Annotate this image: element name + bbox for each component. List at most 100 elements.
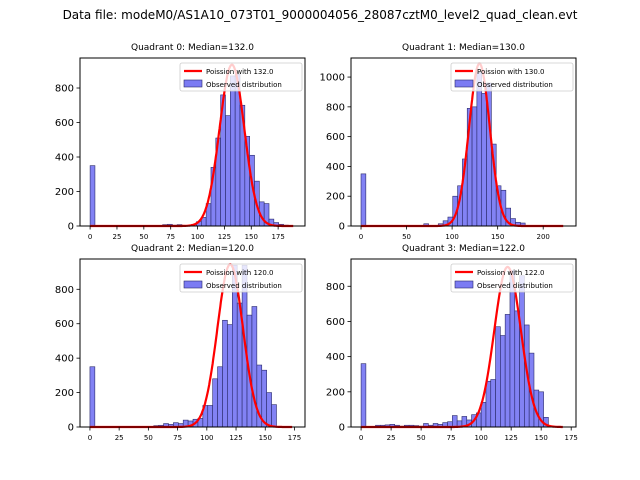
subplot-title: Quadrant 3: Median=122.0 [402, 244, 525, 254]
x-tick-label: 150 [534, 434, 547, 442]
y-tick-label: 200 [55, 187, 74, 198]
x-tick-label: 100 [191, 233, 204, 241]
y-tick-label: 200 [55, 388, 74, 399]
subplot-quadrant-3: Quadrant 3: Median=122.0 0 200 400 600 800 0 25… [326, 244, 578, 442]
x-tick-label: 75 [166, 233, 175, 241]
y-tick-label: 600 [55, 319, 74, 330]
y-tick-label: 0 [339, 222, 345, 233]
legend-label-observed: Observed distribution [206, 81, 282, 89]
histogram-bar [225, 115, 231, 227]
histogram-bar [500, 335, 506, 428]
legend-label-observed: Observed distribution [206, 282, 282, 290]
histogram-bar [207, 405, 213, 428]
y-tick-label: 400 [326, 352, 345, 363]
y-tick-label: 800 [326, 102, 345, 113]
histogram-bar [360, 363, 367, 428]
histogram-bar [89, 366, 96, 428]
y-tick-label: 0 [68, 222, 74, 233]
figure-suptitle: Data file: modeM0/AS1A10_073T01_90000040… [62, 8, 578, 22]
histogram-bar [217, 366, 223, 428]
x-tick-label: 100 [200, 434, 213, 442]
y-tick-label: 400 [55, 153, 74, 164]
histogram-bar [360, 173, 367, 227]
x-tick-label: 0 [88, 434, 92, 442]
subplot-quadrant-0: Quadrant 0: Median=132.0 0 200 400 600 800 0 25… [55, 43, 306, 241]
legend-label-poisson: Poission with 120.0 [206, 269, 274, 277]
histogram-bar [89, 165, 96, 227]
legend-box [450, 62, 574, 92]
subplot-title: Quadrant 1: Median=130.0 [402, 43, 525, 53]
x-tick-label: 100 [474, 434, 487, 442]
histogram-bar [452, 415, 458, 428]
legend-label-observed: Observed distribution [477, 81, 553, 89]
y-tick-label: 200 [326, 387, 345, 398]
y-tick-label: 800 [55, 285, 74, 296]
histogram-bar [509, 270, 516, 428]
x-tick-label: 175 [271, 233, 284, 241]
y-tick-label: 600 [55, 118, 74, 129]
legend-bar-swatch [183, 280, 203, 289]
histogram-bar [476, 72, 483, 227]
x-tick-label: 75 [173, 434, 182, 442]
x-tick-label: 25 [113, 233, 122, 241]
x-tick-label: 25 [387, 434, 396, 442]
y-tick-label: 400 [326, 162, 345, 173]
x-tick-label: 175 [565, 434, 578, 442]
axes-frame [79, 57, 306, 227]
histogram-bar [495, 326, 501, 428]
legend-bar-swatch [454, 79, 474, 88]
x-tick-label: 0 [88, 233, 92, 241]
legend-box [179, 62, 303, 92]
histogram-bar [212, 378, 218, 428]
histogram-bar [481, 93, 487, 227]
x-tick-label: 50 [139, 233, 148, 241]
legend-label-poisson: Poission with 132.0 [206, 68, 274, 76]
y-tick-label: 0 [339, 423, 345, 434]
legend-box [450, 263, 574, 293]
x-tick-label: 50 [402, 233, 411, 241]
y-tick-label: 600 [326, 132, 345, 143]
legend-label-observed: Observed distribution [477, 282, 553, 290]
histogram-bar [504, 314, 511, 428]
y-tick-label: 1000 [320, 73, 345, 84]
axes-frame [350, 258, 577, 428]
x-tick-label: 200 [537, 233, 550, 241]
x-tick-label: 0 [359, 434, 363, 442]
histogram-bar [485, 380, 492, 428]
x-tick-label: 150 [491, 233, 504, 241]
subplot-title: Quadrant 2: Median=120.0 [131, 244, 254, 254]
legend-label-poisson: Poission with 130.0 [477, 68, 545, 76]
y-tick-label: 800 [55, 84, 74, 95]
legend-box [179, 263, 303, 293]
axes-frame [350, 57, 577, 227]
x-tick-label: 25 [115, 434, 124, 442]
x-tick-label: 50 [417, 434, 426, 442]
x-tick-label: 150 [259, 434, 272, 442]
x-tick-label: 100 [445, 233, 458, 241]
y-tick-label: 400 [55, 354, 74, 365]
x-tick-label: 125 [504, 434, 517, 442]
x-tick-label: 150 [245, 233, 258, 241]
x-tick-label: 175 [288, 434, 301, 442]
histogram-bar [271, 404, 277, 428]
axes-frame [79, 258, 306, 428]
x-tick-label: 75 [447, 434, 456, 442]
x-tick-label: 125 [218, 233, 231, 241]
y-tick-label: 200 [326, 192, 345, 203]
x-tick-label: 0 [359, 233, 363, 241]
x-tick-label: 50 [144, 434, 153, 442]
histogram-bar [490, 379, 496, 428]
histogram-bar [514, 310, 520, 428]
subplot-title: Quadrant 0: Median=132.0 [131, 43, 254, 53]
subplot-quadrant-1: Quadrant 1: Median=130.0 0 200 400 600 800 100… [320, 43, 577, 241]
histogram-bar [230, 75, 236, 227]
legend-bar-swatch [454, 280, 474, 289]
y-tick-label: 0 [68, 423, 74, 434]
histogram-bar [471, 106, 478, 227]
x-tick-label: 125 [229, 434, 242, 442]
legend-bar-swatch [183, 79, 203, 88]
legend-label-poisson: Poission with 122.0 [477, 269, 545, 277]
histogram-bar [222, 319, 228, 428]
histogram-bar [227, 324, 233, 428]
